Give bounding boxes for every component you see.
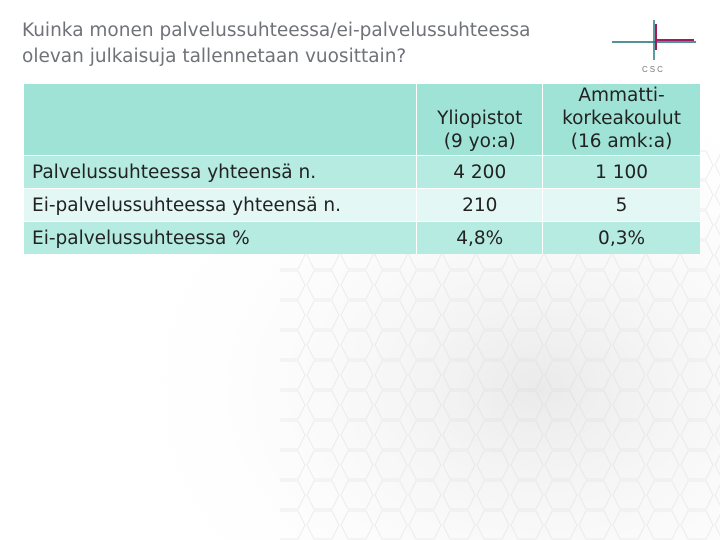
row-universities-value: 210 bbox=[416, 188, 543, 222]
table-row: Ei-palvelussuhteessa yhteensä n. 210 5 bbox=[24, 188, 700, 222]
header-uas: Ammatti- korkeakoulut (16 amk:a) bbox=[542, 84, 700, 156]
header-universities: Yliopistot (9 yo:a) bbox=[416, 84, 543, 156]
table-header-row: Yliopistot (9 yo:a) Ammatti- korkeakoulu… bbox=[24, 84, 700, 156]
row-universities-value: 4 200 bbox=[416, 155, 543, 189]
table-row: Palvelussuhteessa yhteensä n. 4 200 1 10… bbox=[24, 155, 700, 189]
header-uas-line-1: Ammatti- bbox=[578, 85, 665, 106]
logo-text: CSC bbox=[642, 65, 665, 74]
slide-title: Kuinka monen palvelussuhteessa/ei-palvel… bbox=[22, 18, 602, 70]
row-label: Ei-palvelussuhteessa % bbox=[24, 221, 417, 254]
header-universities-line-3: (9 yo:a) bbox=[443, 131, 516, 152]
row-label: Ei-palvelussuhteessa yhteensä n. bbox=[24, 188, 417, 222]
header-universities-line-2: Yliopistot bbox=[437, 108, 523, 129]
row-uas-value: 5 bbox=[542, 188, 700, 222]
csc-logo: CSC bbox=[612, 20, 696, 74]
header-uas-line-2: korkeakoulut bbox=[562, 108, 682, 129]
header-universities-line-1 bbox=[425, 84, 534, 107]
slide-title-line-2: olevan julkaisuja tallennetaan vuosittai… bbox=[22, 46, 407, 67]
slide-title-line-1: Kuinka monen palvelussuhteessa/ei-palvel… bbox=[22, 20, 531, 41]
table-row: Ei-palvelussuhteessa % 4,8% 0,3% bbox=[24, 221, 700, 254]
row-label: Palvelussuhteessa yhteensä n. bbox=[24, 155, 417, 189]
row-universities-value: 4,8% bbox=[416, 221, 543, 254]
header-uas-line-3: (16 amk:a) bbox=[570, 131, 673, 152]
header-empty-cell bbox=[24, 84, 417, 156]
row-uas-value: 0,3% bbox=[542, 221, 700, 254]
publications-table: Yliopistot (9 yo:a) Ammatti- korkeakoulu… bbox=[24, 84, 700, 254]
row-uas-value: 1 100 bbox=[542, 155, 700, 189]
